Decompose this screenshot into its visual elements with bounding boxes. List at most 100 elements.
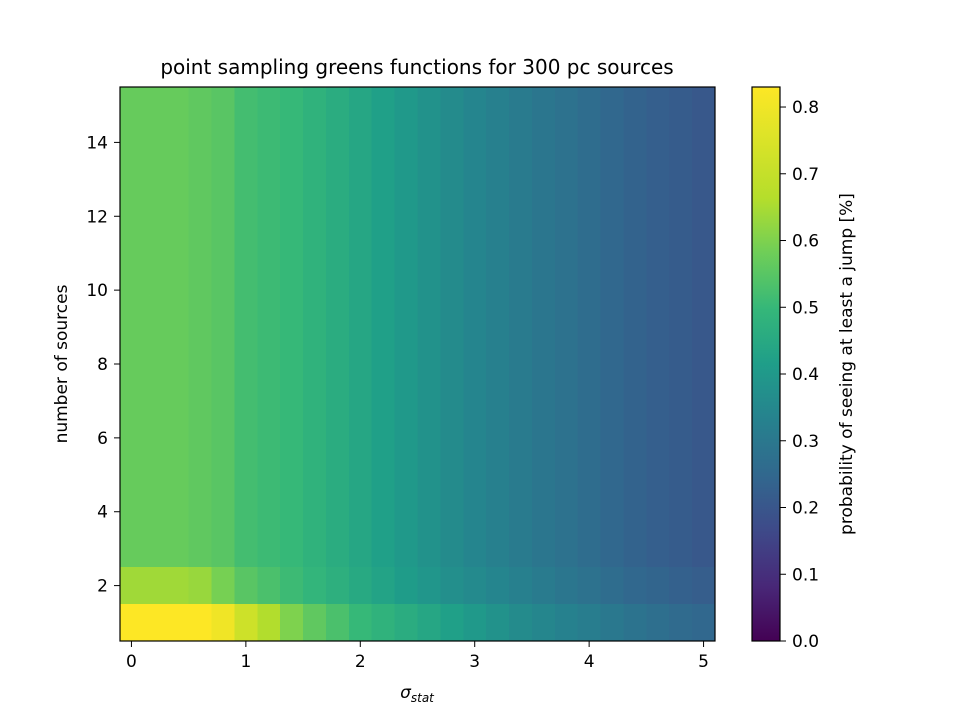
y-tick-label: 6 xyxy=(97,429,108,449)
heatmap-cell xyxy=(463,87,487,124)
heatmap-cell xyxy=(669,160,693,198)
heatmap-cell xyxy=(509,160,532,198)
colorbar-label: probability of seeing at least a jump [%… xyxy=(837,193,857,535)
heatmap-cell xyxy=(280,493,304,531)
heatmap-cell xyxy=(554,308,578,346)
x-tick-label: 1 xyxy=(240,652,251,672)
heatmap-cell xyxy=(440,604,464,641)
heatmap-cell xyxy=(211,382,235,420)
heatmap-cell xyxy=(509,271,532,309)
heatmap-cell xyxy=(303,604,326,641)
heatmap-cell xyxy=(280,382,304,420)
heatmap-cell xyxy=(669,345,693,383)
heatmap-cell xyxy=(440,160,464,198)
y-tick-label: 8 xyxy=(97,355,108,375)
heatmap-cell xyxy=(623,197,647,235)
heatmap-cell xyxy=(531,308,555,346)
heatmap-cell xyxy=(348,493,372,531)
heatmap-cell xyxy=(211,604,235,641)
heatmap-cell xyxy=(394,197,418,235)
heatmap-cell xyxy=(257,123,281,161)
heatmap-cell xyxy=(692,197,715,235)
heatmap-cell xyxy=(211,567,235,605)
heatmap-cell xyxy=(417,604,441,641)
heatmap-cell xyxy=(303,456,326,494)
heatmap-cell xyxy=(600,419,624,457)
heatmap-cell xyxy=(142,530,166,568)
heatmap-cell xyxy=(646,456,670,494)
heatmap-cell xyxy=(623,604,647,641)
heatmap-cell xyxy=(531,419,555,457)
heatmap-cell xyxy=(463,345,487,383)
heatmap-cell xyxy=(348,567,372,605)
heatmap-cell xyxy=(188,197,212,235)
heatmap-cell xyxy=(623,87,647,124)
heatmap-cell xyxy=(303,419,326,457)
heatmap-cell xyxy=(280,456,304,494)
heatmap-cell xyxy=(417,271,441,309)
heatmap-cell xyxy=(165,345,189,383)
heatmap-cell xyxy=(303,234,326,272)
heatmap-cell xyxy=(463,197,487,235)
heatmap-cell xyxy=(577,456,601,494)
heatmap-cell xyxy=(348,271,372,309)
heatmap-cell xyxy=(394,123,418,161)
heatmap-cell xyxy=(257,308,281,346)
heatmap-cell xyxy=(577,160,601,198)
heatmap-cell xyxy=(394,493,418,531)
heatmap-cell xyxy=(303,87,326,124)
heatmap-cell xyxy=(211,456,235,494)
heatmap-cell xyxy=(509,123,532,161)
heatmap-cell xyxy=(440,345,464,383)
heatmap-cell xyxy=(554,87,578,124)
heatmap-cell xyxy=(348,160,372,198)
heatmap-cell xyxy=(120,160,143,198)
x-tick-label: 3 xyxy=(469,652,480,672)
heatmap-cell xyxy=(188,160,212,198)
heatmap-cell xyxy=(188,308,212,346)
heatmap-cell xyxy=(211,419,235,457)
heatmap-cell xyxy=(692,123,715,161)
heatmap-cell xyxy=(692,160,715,198)
heatmap-cell xyxy=(280,123,304,161)
heatmap-cell xyxy=(692,234,715,272)
heatmap-cell xyxy=(646,345,670,383)
heatmap-cell xyxy=(120,382,143,420)
heatmap-cell xyxy=(600,160,624,198)
heatmap-cell xyxy=(165,234,189,272)
heatmap-cell xyxy=(257,271,281,309)
heatmap-cell xyxy=(623,567,647,605)
heatmap-cell xyxy=(692,308,715,346)
heatmap-cell xyxy=(325,345,349,383)
heatmap-cell xyxy=(165,530,189,568)
heatmap-cell xyxy=(692,567,715,605)
heatmap-cell xyxy=(371,419,395,457)
heatmap-cell xyxy=(623,530,647,568)
heatmap-cell xyxy=(669,567,693,605)
heatmap-cell xyxy=(394,234,418,272)
heatmap-cell xyxy=(211,123,235,161)
heatmap-cell xyxy=(280,345,304,383)
heatmap-cell xyxy=(440,567,464,605)
chart-title: point sampling greens functions for 300 … xyxy=(160,55,673,79)
heatmap-cell xyxy=(692,493,715,531)
heatmap-cell xyxy=(165,87,189,124)
heatmap-cell xyxy=(440,271,464,309)
heatmap-cell xyxy=(463,123,487,161)
heatmap-cell xyxy=(211,308,235,346)
heatmap-cell xyxy=(371,567,395,605)
colorbar-tick-label: 0.0 xyxy=(792,632,819,652)
heatmap-cell xyxy=(600,123,624,161)
heatmap-cell xyxy=(303,345,326,383)
heatmap-cell xyxy=(486,123,510,161)
heatmap-cell xyxy=(577,197,601,235)
heatmap-cell xyxy=(417,567,441,605)
heatmap-cell xyxy=(257,197,281,235)
heatmap-cell xyxy=(142,123,166,161)
heatmap-cell xyxy=(371,197,395,235)
heatmap-cell xyxy=(646,419,670,457)
heatmap-cell xyxy=(142,604,166,641)
heatmap-cell xyxy=(554,197,578,235)
heatmap-cell xyxy=(417,456,441,494)
heatmap-cell xyxy=(554,160,578,198)
